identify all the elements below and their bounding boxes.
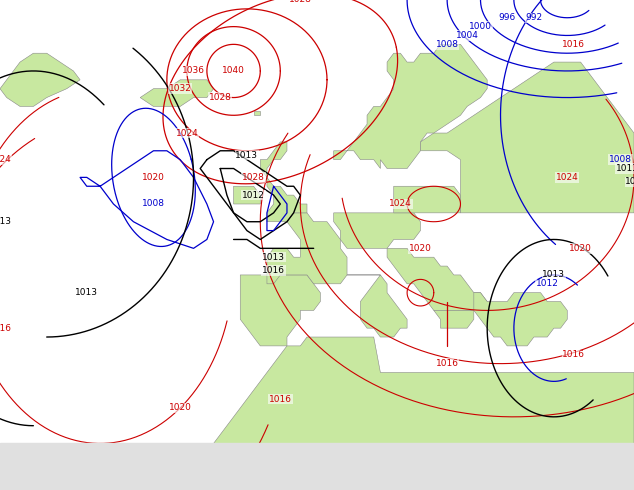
Text: 1012: 1012 — [536, 279, 559, 288]
Text: 1016: 1016 — [562, 350, 585, 359]
Text: ©weatheronline.co.uk: ©weatheronline.co.uk — [510, 478, 628, 488]
Polygon shape — [420, 62, 634, 213]
Text: 1024: 1024 — [0, 155, 11, 164]
Text: 1016: 1016 — [269, 394, 292, 404]
Text: 1013: 1013 — [616, 164, 634, 173]
Text: 1024: 1024 — [389, 199, 412, 208]
Text: 1024: 1024 — [176, 128, 198, 138]
Text: 1036: 1036 — [182, 67, 205, 75]
Polygon shape — [333, 213, 420, 248]
Text: Surface pressure [hPa] JMA: Surface pressure [hPa] JMA — [6, 455, 182, 465]
Text: 1024: 1024 — [556, 173, 579, 182]
Polygon shape — [474, 293, 567, 346]
Text: 1008: 1008 — [142, 199, 165, 208]
Text: 1016: 1016 — [562, 40, 585, 49]
Text: 1008: 1008 — [609, 155, 632, 164]
Text: 1020: 1020 — [409, 244, 432, 253]
Polygon shape — [0, 53, 80, 106]
Polygon shape — [140, 80, 214, 106]
Text: 992: 992 — [526, 13, 543, 22]
Text: 1013: 1013 — [543, 270, 566, 279]
Text: 1013: 1013 — [235, 151, 259, 160]
Text: 1000: 1000 — [469, 22, 492, 31]
Text: Mo 23-09-2024 00:00 UTC (00+72): Mo 23-09-2024 00:00 UTC (00+72) — [418, 455, 628, 465]
Text: 1016: 1016 — [262, 266, 285, 275]
Text: 1028: 1028 — [242, 173, 265, 182]
Text: 101: 101 — [625, 177, 634, 186]
Polygon shape — [240, 275, 320, 346]
Polygon shape — [254, 111, 261, 115]
Text: 1040: 1040 — [222, 67, 245, 75]
Text: 1020: 1020 — [142, 173, 165, 182]
Polygon shape — [233, 186, 261, 204]
Polygon shape — [333, 44, 487, 169]
Polygon shape — [347, 275, 407, 337]
Polygon shape — [267, 213, 347, 284]
Text: 1016: 1016 — [436, 359, 458, 368]
Text: 1028: 1028 — [209, 93, 231, 102]
Polygon shape — [214, 337, 634, 443]
Text: 1013: 1013 — [262, 253, 285, 262]
Text: 1013: 1013 — [0, 217, 11, 226]
Polygon shape — [261, 142, 307, 221]
Text: 1008: 1008 — [436, 40, 458, 49]
Text: 1013: 1013 — [75, 288, 98, 297]
Polygon shape — [387, 248, 487, 311]
Polygon shape — [394, 186, 460, 213]
Polygon shape — [434, 311, 474, 328]
Text: 1020: 1020 — [169, 403, 191, 413]
Text: 1032: 1032 — [169, 84, 191, 93]
Text: 1004: 1004 — [456, 31, 479, 40]
Text: 1012: 1012 — [242, 191, 265, 199]
Text: 996: 996 — [498, 13, 516, 22]
Text: 1020: 1020 — [569, 244, 592, 253]
Text: 1028: 1028 — [289, 0, 312, 4]
Text: 1016: 1016 — [0, 324, 11, 333]
